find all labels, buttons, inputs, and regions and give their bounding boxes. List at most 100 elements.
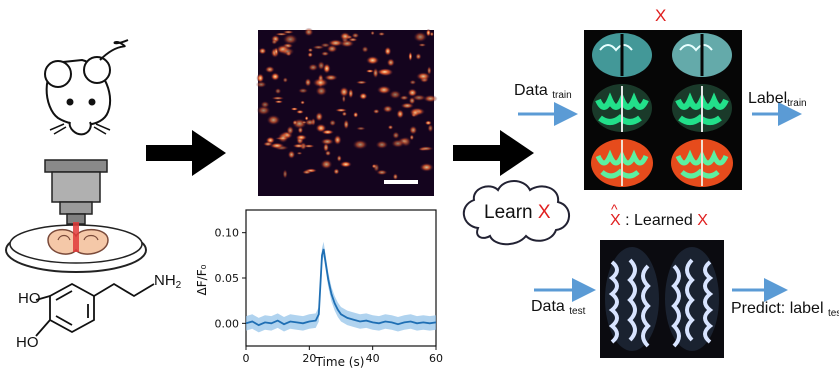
fluorescent-cell	[418, 43, 427, 47]
fluorescent-cell	[292, 119, 298, 126]
fluorescent-cell	[396, 109, 405, 119]
fluorescent-cell	[341, 111, 348, 117]
dopamine-structure	[35, 282, 155, 337]
x-tick-label: 20	[302, 352, 316, 365]
fluorescent-cell	[409, 134, 415, 141]
fluorescent-cell	[339, 161, 352, 168]
fluorescent-cell	[304, 27, 314, 37]
fluorescent-cell	[304, 118, 316, 126]
fluorescent-cell	[274, 100, 284, 104]
fluorescent-cell	[391, 139, 405, 148]
fluorescent-cell	[271, 39, 278, 45]
fluorescent-cell	[399, 95, 409, 101]
fluorescent-cell	[413, 31, 428, 43]
fluorescent-cell	[409, 108, 421, 118]
fluorescent-cell	[263, 141, 273, 147]
fluorescent-cell	[296, 151, 303, 155]
arrow-right-1	[146, 130, 226, 176]
fluorescent-cell	[255, 81, 267, 88]
fluorescent-cell	[256, 73, 265, 83]
fluorescent-cell	[376, 85, 392, 95]
fluorescent-cell	[329, 119, 337, 127]
fluorescent-cell	[286, 125, 295, 136]
x-tick-label: 0	[243, 352, 250, 365]
fluorescent-cell	[375, 140, 389, 149]
fluorescent-cell	[280, 47, 295, 56]
fluorescent-cell	[384, 46, 392, 56]
fluorescent-cell	[315, 111, 324, 122]
brain-row-orange	[591, 139, 733, 187]
learned-x-label: ^ X : Learned X	[610, 201, 708, 229]
fluorescent-cell	[359, 92, 368, 100]
fluorescent-cell	[274, 32, 289, 36]
fluorescent-cell	[419, 162, 434, 172]
x-tick-label: 60	[429, 352, 443, 365]
fluorescent-cell	[264, 65, 275, 74]
brain-row-cyan	[592, 33, 732, 77]
fluorescent-cell	[308, 63, 319, 72]
fluorescent-cell	[389, 90, 402, 100]
fluorescent-cell	[315, 123, 327, 133]
fluorescent-cell	[339, 86, 349, 98]
fluorescent-cell	[296, 109, 304, 114]
fluorescent-cell	[355, 80, 368, 85]
fluorescent-cell	[270, 72, 280, 81]
fluorescent-cell	[333, 168, 340, 175]
fluorescent-cell	[352, 139, 369, 150]
fluorescent-cell	[416, 72, 431, 81]
fluorescent-cell	[266, 114, 281, 126]
petri-dish-icon	[5, 222, 147, 273]
x-label-top: X	[655, 6, 667, 25]
molecule-ho-top: HO	[18, 290, 41, 307]
fluorescent-cell	[370, 30, 375, 36]
fluorescent-cell	[271, 96, 285, 100]
fluorescent-cell	[382, 105, 393, 113]
molecule-nh2: NH2	[154, 272, 182, 291]
fluorescent-cell	[387, 124, 394, 130]
label-train-label: Labeltrain	[748, 90, 807, 109]
fluorescent-cell	[323, 142, 329, 153]
fluorescent-cell	[304, 78, 312, 87]
fluorescent-cell	[376, 68, 393, 76]
brain-panel-train	[584, 30, 742, 190]
fluorescent-cell	[409, 79, 417, 85]
fluorescent-cell	[361, 46, 369, 53]
fluorescent-cell	[307, 52, 314, 58]
fluorescent-cell	[260, 100, 270, 109]
learn-cloud	[463, 180, 570, 246]
fluorescent-cell	[343, 119, 350, 130]
fluorescent-cell	[372, 67, 379, 79]
fluorescent-cell	[365, 69, 375, 73]
fluorescent-cell	[348, 37, 358, 42]
fluorescent-cell	[423, 94, 438, 103]
fluorescent-cell	[302, 170, 312, 175]
learn-label: Learn X	[484, 202, 551, 223]
y-tick-label: 0.05	[215, 272, 240, 285]
fluorescent-cell	[348, 88, 354, 99]
fluorescent-cell	[392, 173, 399, 181]
fluorescent-cell	[295, 134, 308, 141]
fluorescent-cell	[386, 58, 395, 67]
fluorescent-cell	[300, 100, 305, 105]
brain-panel-test	[600, 240, 724, 358]
fluorescent-cell	[392, 131, 400, 140]
fluorescent-cell	[373, 163, 380, 173]
trace-chart: 0 20 40 60 0.00 0.05 0.10 ΔF/F₀ Time (s)	[195, 209, 443, 368]
fluorescent-cell	[298, 87, 309, 94]
fluorescent-cell	[400, 102, 415, 109]
fluorescent-cell	[326, 44, 338, 53]
mouse-icon	[44, 39, 129, 136]
fluorescent-cell	[408, 51, 413, 62]
fluorescent-cell	[322, 63, 331, 74]
fluorescent-cell	[353, 111, 359, 118]
fluorescent-cell	[282, 77, 288, 83]
y-axis-label: ΔF/F₀	[195, 264, 209, 295]
x-axis-label: Time (s)	[315, 355, 365, 368]
scale-bar	[384, 180, 418, 184]
fluorescent-cell	[290, 107, 299, 111]
fluorescent-cell	[376, 169, 388, 176]
fluorescent-cell	[427, 124, 434, 133]
fluorescent-cell	[312, 45, 325, 50]
